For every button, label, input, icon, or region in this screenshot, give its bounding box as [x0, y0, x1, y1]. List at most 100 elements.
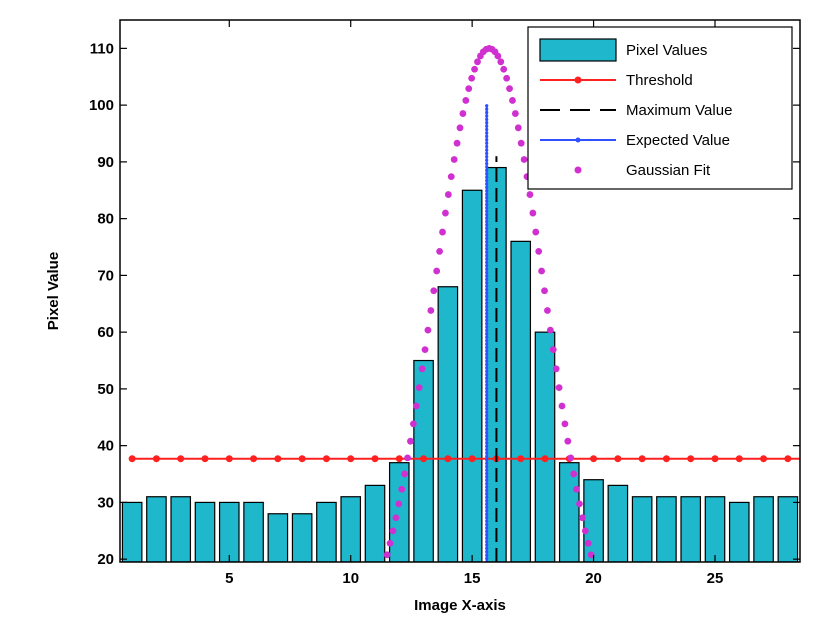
expected-value-marker [485, 144, 489, 149]
expected-value-marker [485, 250, 489, 254]
expected-value-marker [485, 291, 489, 295]
bar [534, 331, 556, 562]
bar [218, 501, 240, 562]
expected-value-marker [485, 270, 489, 275]
y-tick-label: 110 [90, 40, 114, 57]
x-tick-label: 25 [707, 570, 724, 587]
expected-value-marker [485, 386, 489, 390]
expected-value-marker [485, 247, 489, 251]
expected-value-marker [485, 155, 489, 159]
bar [753, 496, 774, 562]
y-axis-title: Pixel Value [45, 252, 62, 330]
expected-value-marker [485, 396, 489, 401]
expected-value-marker [485, 441, 489, 445]
expected-value-marker [485, 444, 489, 448]
expected-value-marker [485, 284, 489, 288]
gaussian-point [378, 572, 385, 579]
bar [121, 501, 143, 562]
bar [607, 484, 629, 562]
gaussian-point [549, 346, 557, 354]
gaussian-point [415, 384, 423, 392]
gaussian-point [591, 562, 598, 569]
expected-value-marker [485, 179, 489, 183]
gaussian-point [579, 514, 586, 522]
expected-value-marker [485, 301, 489, 305]
threshold-marker [420, 455, 428, 463]
expected-value-marker [485, 468, 489, 472]
threshold-marker [614, 455, 622, 463]
expected-value-marker [485, 141, 489, 145]
gaussian-point [450, 156, 458, 163]
gaussian-point [407, 437, 414, 445]
expected-value-marker [485, 223, 489, 227]
expected-value-marker [485, 454, 489, 459]
expected-value-marker [485, 403, 489, 407]
gaussian-point [558, 402, 566, 410]
expected-value-marker [485, 209, 489, 213]
expected-value-marker [485, 376, 489, 380]
threshold-marker [517, 455, 525, 463]
expected-value-marker [485, 427, 489, 431]
gaussian-point [436, 248, 443, 255]
expected-value-marker [485, 488, 489, 493]
expected-value-marker [485, 322, 489, 326]
expected-value-marker [485, 114, 489, 118]
expected-value-marker [485, 161, 489, 166]
gaussian-point [462, 97, 470, 104]
gaussian-point [424, 326, 432, 334]
gaussian-point [398, 485, 406, 493]
bar [388, 462, 410, 562]
expected-value-marker [485, 243, 489, 247]
gaussian-point [555, 384, 563, 392]
bar [704, 496, 726, 562]
gaussian-point [494, 52, 502, 60]
threshold-marker [638, 455, 646, 463]
gaussian-point [404, 454, 411, 462]
bar [267, 513, 289, 562]
expected-value-marker [485, 260, 489, 264]
gaussian-point [538, 267, 545, 275]
expected-value-marker [485, 172, 489, 176]
gaussian-point [442, 209, 449, 217]
expected-value-marker [485, 410, 489, 414]
gaussian-point [570, 470, 578, 478]
gaussian-point [532, 228, 540, 236]
gaussian-point [511, 110, 519, 117]
gaussian-point [372, 591, 379, 598]
expected-value-marker [485, 206, 489, 210]
expected-value-marker [485, 369, 489, 373]
gaussian-point [514, 124, 522, 132]
gaussian-point [375, 582, 382, 589]
gaussian-point [471, 65, 478, 73]
expected-value-marker [485, 134, 489, 138]
expected-value-marker [485, 182, 489, 186]
expected-value-marker [485, 168, 489, 172]
gaussian-point [468, 74, 476, 82]
expected-value-marker [485, 502, 489, 506]
y-tick-label: 60 [97, 324, 114, 341]
expected-value-marker [485, 107, 489, 111]
expected-value-marker [485, 495, 489, 499]
x-tick-label: 5 [225, 570, 233, 587]
y-tick-label: 100 [89, 97, 114, 114]
expected-value-marker [485, 451, 489, 455]
expected-value-marker [485, 413, 489, 418]
expected-value-marker [485, 553, 489, 557]
legend-label: Expected Value [626, 132, 730, 149]
gaussian-point [509, 97, 516, 104]
expected-value-marker [485, 362, 489, 367]
bar [486, 166, 507, 562]
expected-value-marker [485, 475, 489, 479]
threshold-marker [735, 455, 743, 463]
expected-value-marker [485, 202, 489, 207]
threshold-marker [711, 455, 719, 463]
bar [194, 501, 216, 562]
expected-value-marker [485, 390, 489, 394]
legend-swatch-gaussian [574, 166, 582, 174]
expected-value-marker [485, 492, 489, 496]
threshold-marker [225, 455, 233, 463]
bar [777, 496, 799, 562]
expected-value-marker [485, 342, 489, 346]
y-tick-label: 30 [97, 494, 114, 511]
expected-value-marker [485, 196, 489, 200]
